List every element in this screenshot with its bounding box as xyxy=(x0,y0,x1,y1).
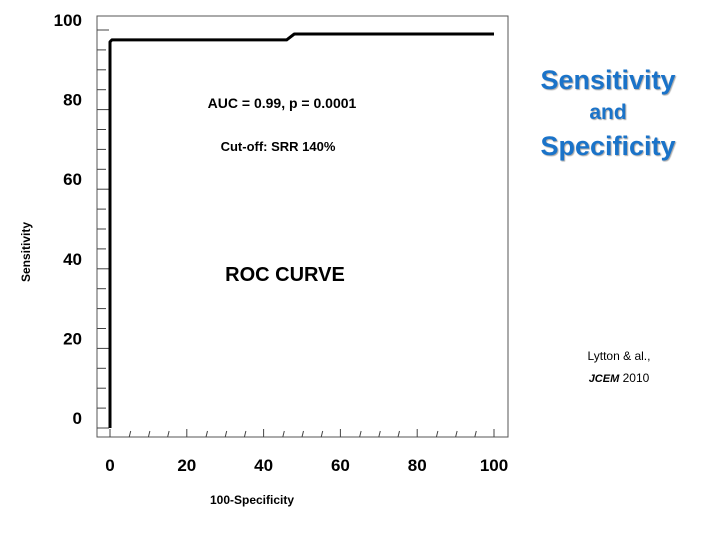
annotation-auc: AUC = 0.99, p = 0.0001 xyxy=(208,95,357,111)
x-tick-mark xyxy=(435,430,439,438)
side-title-line1: Sensitivity xyxy=(540,65,676,95)
x-tick-mark xyxy=(320,430,324,438)
side-title-line3: Specificity xyxy=(540,131,676,161)
x-tick-mark xyxy=(378,430,381,438)
x-tick-mark xyxy=(455,430,458,438)
citation-year: 2010 xyxy=(622,371,650,385)
roc-curve-line xyxy=(108,32,494,428)
annotation-cutoff: Cut-off: SRR 140% xyxy=(221,139,336,154)
x-tick-label: 100 xyxy=(480,456,508,475)
x-tick-mark xyxy=(128,430,132,438)
x-tick-mark xyxy=(397,430,400,438)
x-tick-label: 80 xyxy=(408,456,427,475)
x-tick-label: 0 xyxy=(105,456,114,475)
side-title-line2: and xyxy=(589,101,627,124)
y-tick-label: 40 xyxy=(63,250,82,269)
x-tick-mark xyxy=(243,430,247,438)
y-tick-label: 80 xyxy=(63,91,82,110)
x-axis-label: 100-Specificity xyxy=(210,493,294,507)
x-tick-mark xyxy=(224,430,228,438)
plot-frame xyxy=(96,15,509,438)
x-tick-label: 40 xyxy=(254,456,273,475)
x-tick-mark xyxy=(167,430,170,438)
y-tick-label: 60 xyxy=(63,170,82,189)
y-tick-label: 100 xyxy=(54,11,82,30)
side-title: Sensitivity and Specificity xyxy=(510,62,706,164)
citation-authors: Lytton & al., xyxy=(587,349,651,363)
x-tick-mark xyxy=(474,430,477,438)
y-tick-label: 20 xyxy=(63,329,82,348)
citation-journal: JCEM xyxy=(588,373,620,385)
y-axis-label: Sensitivity xyxy=(19,222,33,282)
x-tick-mark xyxy=(205,430,208,438)
y-tick-label: 0 xyxy=(73,409,82,428)
x-tick-mark xyxy=(282,430,285,438)
x-tick-mark xyxy=(301,430,304,438)
x-tick-label: 20 xyxy=(177,456,196,475)
citation: Lytton & al., JCEM 2010 xyxy=(560,345,678,390)
x-tick-label: 60 xyxy=(331,456,350,475)
x-tick-mark xyxy=(359,430,362,438)
x-tick-mark xyxy=(147,430,151,438)
chart-title: ROC CURVE xyxy=(225,264,345,286)
